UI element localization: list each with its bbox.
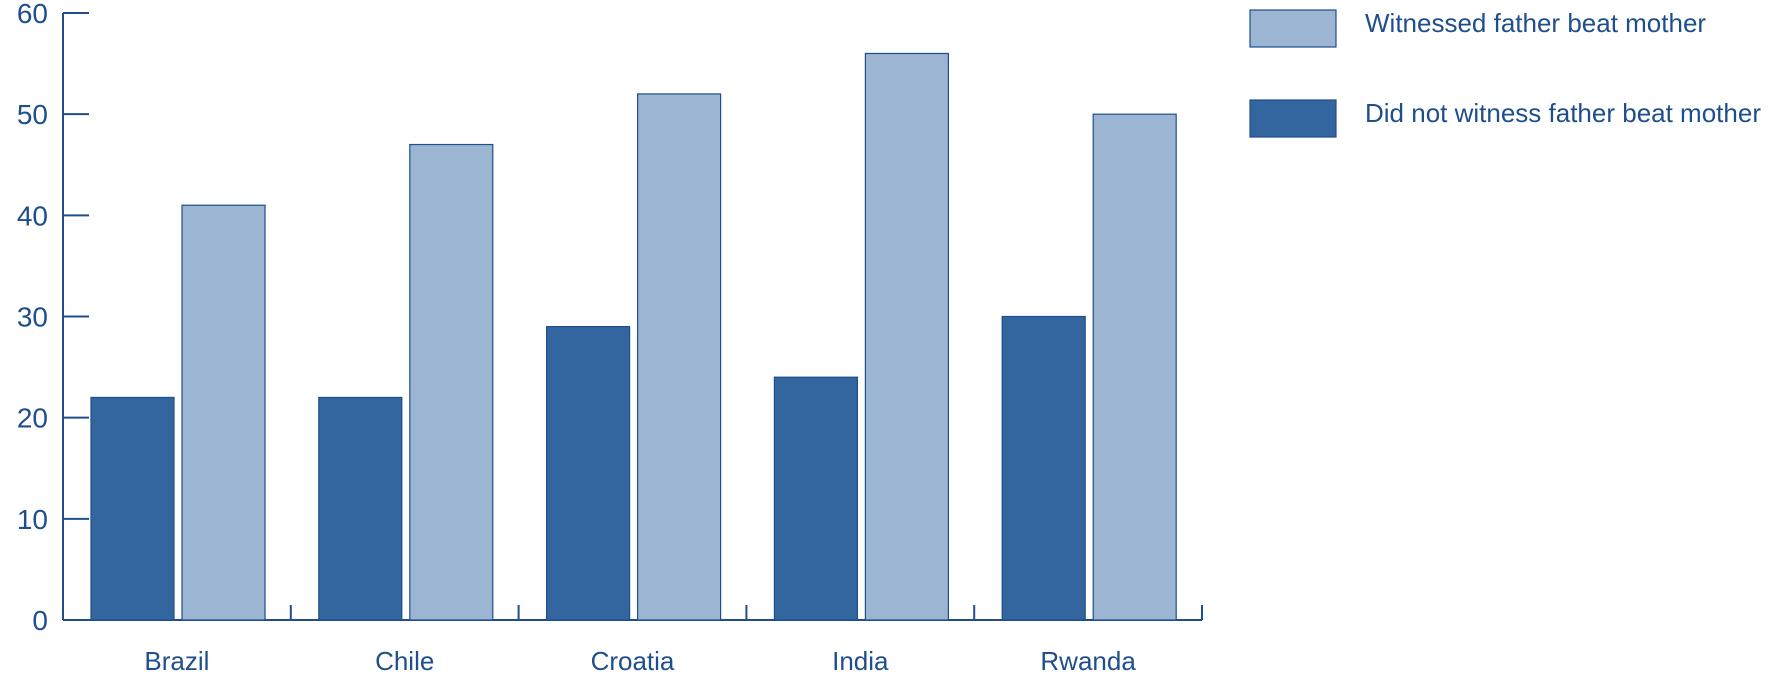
bar-did-not-witness-chile bbox=[318, 396, 403, 621]
x-tick-label: Brazil bbox=[144, 646, 209, 675]
y-axis: 0 10 20 30 40 50 60 bbox=[17, 0, 89, 636]
bar-did-not-witness-brazil bbox=[90, 396, 175, 621]
bar-witnessed-rwanda bbox=[1092, 113, 1177, 621]
y-tick-label: 20 bbox=[17, 403, 48, 434]
x-tick-label: Rwanda bbox=[1040, 646, 1136, 675]
legend-swatch-did-not-witness bbox=[1249, 99, 1337, 138]
bar-did-not-witness-india bbox=[773, 376, 859, 621]
bar-did-not-witness-croatia bbox=[545, 326, 631, 621]
x-tick-label: India bbox=[832, 646, 889, 675]
bar-witnessed-chile bbox=[409, 143, 494, 621]
x-axis: Brazil Chile Croatia India Rwanda bbox=[63, 605, 1203, 676]
bars bbox=[90, 52, 1177, 621]
legend-swatch-witnessed bbox=[1249, 9, 1337, 48]
legend-label-witnessed: Witnessed father beat mother bbox=[1365, 8, 1706, 38]
legend: Witnessed father beat mother Did not witn… bbox=[1249, 8, 1761, 138]
x-tick-label: Chile bbox=[375, 646, 434, 675]
y-tick-label: 50 bbox=[17, 99, 48, 130]
y-tick-label: 60 bbox=[17, 0, 48, 29]
y-tick-label: 40 bbox=[17, 200, 48, 231]
bar-witnessed-croatia bbox=[636, 93, 722, 621]
x-tick-label: Croatia bbox=[591, 646, 675, 675]
y-tick-label: 0 bbox=[32, 605, 48, 636]
y-tick-label: 30 bbox=[17, 302, 48, 333]
bar-witnessed-brazil bbox=[181, 204, 266, 621]
y-tick-label: 10 bbox=[17, 504, 48, 535]
bar-witnessed-india bbox=[864, 52, 950, 621]
bar-did-not-witness-rwanda bbox=[1001, 315, 1086, 621]
legend-label-did-not-witness: Did not witness father beat mother bbox=[1365, 98, 1761, 128]
